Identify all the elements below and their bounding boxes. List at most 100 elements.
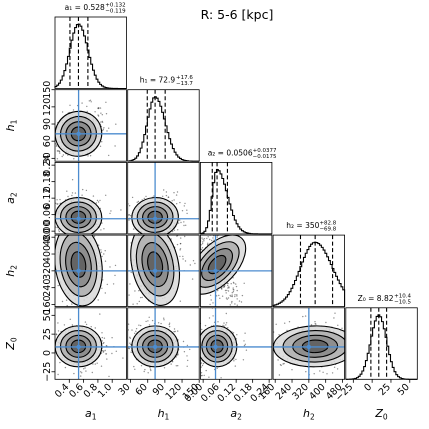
sample-point [177,365,179,367]
sample-point [110,210,112,212]
sample-point [103,253,105,255]
chart-title: R: 5-6 [kpc] [201,7,274,22]
panel-frame [54,89,127,162]
sample-point [333,366,336,368]
sample-point [83,368,85,370]
scatter-panel-Z0-a2 [184,307,273,380]
sample-point [228,286,230,288]
sample-point [183,224,185,227]
sample-point [230,283,232,285]
sample-point [99,199,101,202]
sample-point [193,359,194,360]
sample-point [231,292,233,294]
sample-point [194,223,195,224]
truth-point [76,216,81,221]
sample-point [130,351,132,353]
sample-point [55,145,58,147]
sample-point [112,283,115,285]
sample-point [135,313,136,314]
sample-point [81,102,83,104]
panel-frame [127,234,200,308]
sample-point [313,373,315,375]
sample-point [232,287,234,289]
sample-point [190,221,191,222]
sample-point [278,334,280,336]
sample-point [179,255,181,258]
y-tick-label: 0.06 [42,204,53,225]
sample-point [203,374,205,377]
hist-panel-a2: a₂ = 0.0506 +0.0377−0.0175 [199,148,277,235]
panel-frame [54,307,127,380]
sample-point [179,239,180,240]
sample-point [209,238,211,241]
sample-point [184,359,185,360]
sample-point [277,359,279,361]
sample-point [347,322,348,323]
sample-point [148,316,150,318]
sample-point [206,211,207,212]
sample-point [72,109,75,111]
sample-point [160,322,162,325]
y-axis-Z0: −25 0 25 50 Z0 [4,309,55,382]
sample-point [64,366,67,369]
sample-point [61,309,62,310]
sample-point [132,303,134,305]
sample-point [189,348,191,351]
sample-point [64,167,65,168]
sample-point [101,114,104,116]
sample-point [168,322,171,324]
sample-point [136,201,138,203]
sample-point [97,114,99,116]
sample-point [101,340,103,342]
sample-point [227,287,229,289]
hist-line-h2 [272,241,346,307]
sample-point [183,351,186,353]
sample-point [97,201,100,203]
sample-point [183,221,185,223]
x-tick-label: 50 [396,382,412,398]
sample-point [173,192,175,194]
sample-point [371,320,372,321]
sample-point [120,310,121,311]
sample-point [236,298,238,300]
sample-point [97,299,99,301]
sample-point [210,225,211,226]
scatter-panel-a2-a1 [54,161,127,235]
sample-point [85,323,88,326]
sample-point [96,362,98,364]
sample-point [206,237,208,240]
sample-point [171,230,174,233]
sample-point [179,219,181,221]
sample-point [100,121,102,123]
x-tick-label: 0 [362,382,374,394]
sample-point [74,168,75,169]
sample-point [64,181,65,182]
sample-point [334,312,336,314]
sample-point [244,332,246,334]
sample-point [84,321,87,323]
sample-point [194,358,195,359]
sample-point [101,287,103,289]
sample-point [212,237,214,239]
sample-point [207,242,209,244]
sample-point [249,348,250,349]
sample-point [193,322,194,323]
sample-point [92,195,95,197]
sample-point [236,289,238,292]
sample-point [59,152,61,154]
sample-point [179,201,181,204]
sample-point [196,338,197,339]
sample-point [217,321,219,323]
sample-point [238,300,241,302]
sample-point [180,221,182,224]
x-axis-label-h1: h1 [158,407,170,422]
sample-point [108,375,110,378]
sample-point [173,229,176,231]
sample-point [355,350,356,351]
sample-point [85,189,88,192]
x-tick-label: 400 [307,382,328,403]
sample-point [40,313,41,314]
sample-point [181,210,184,212]
sample-point [120,209,122,211]
